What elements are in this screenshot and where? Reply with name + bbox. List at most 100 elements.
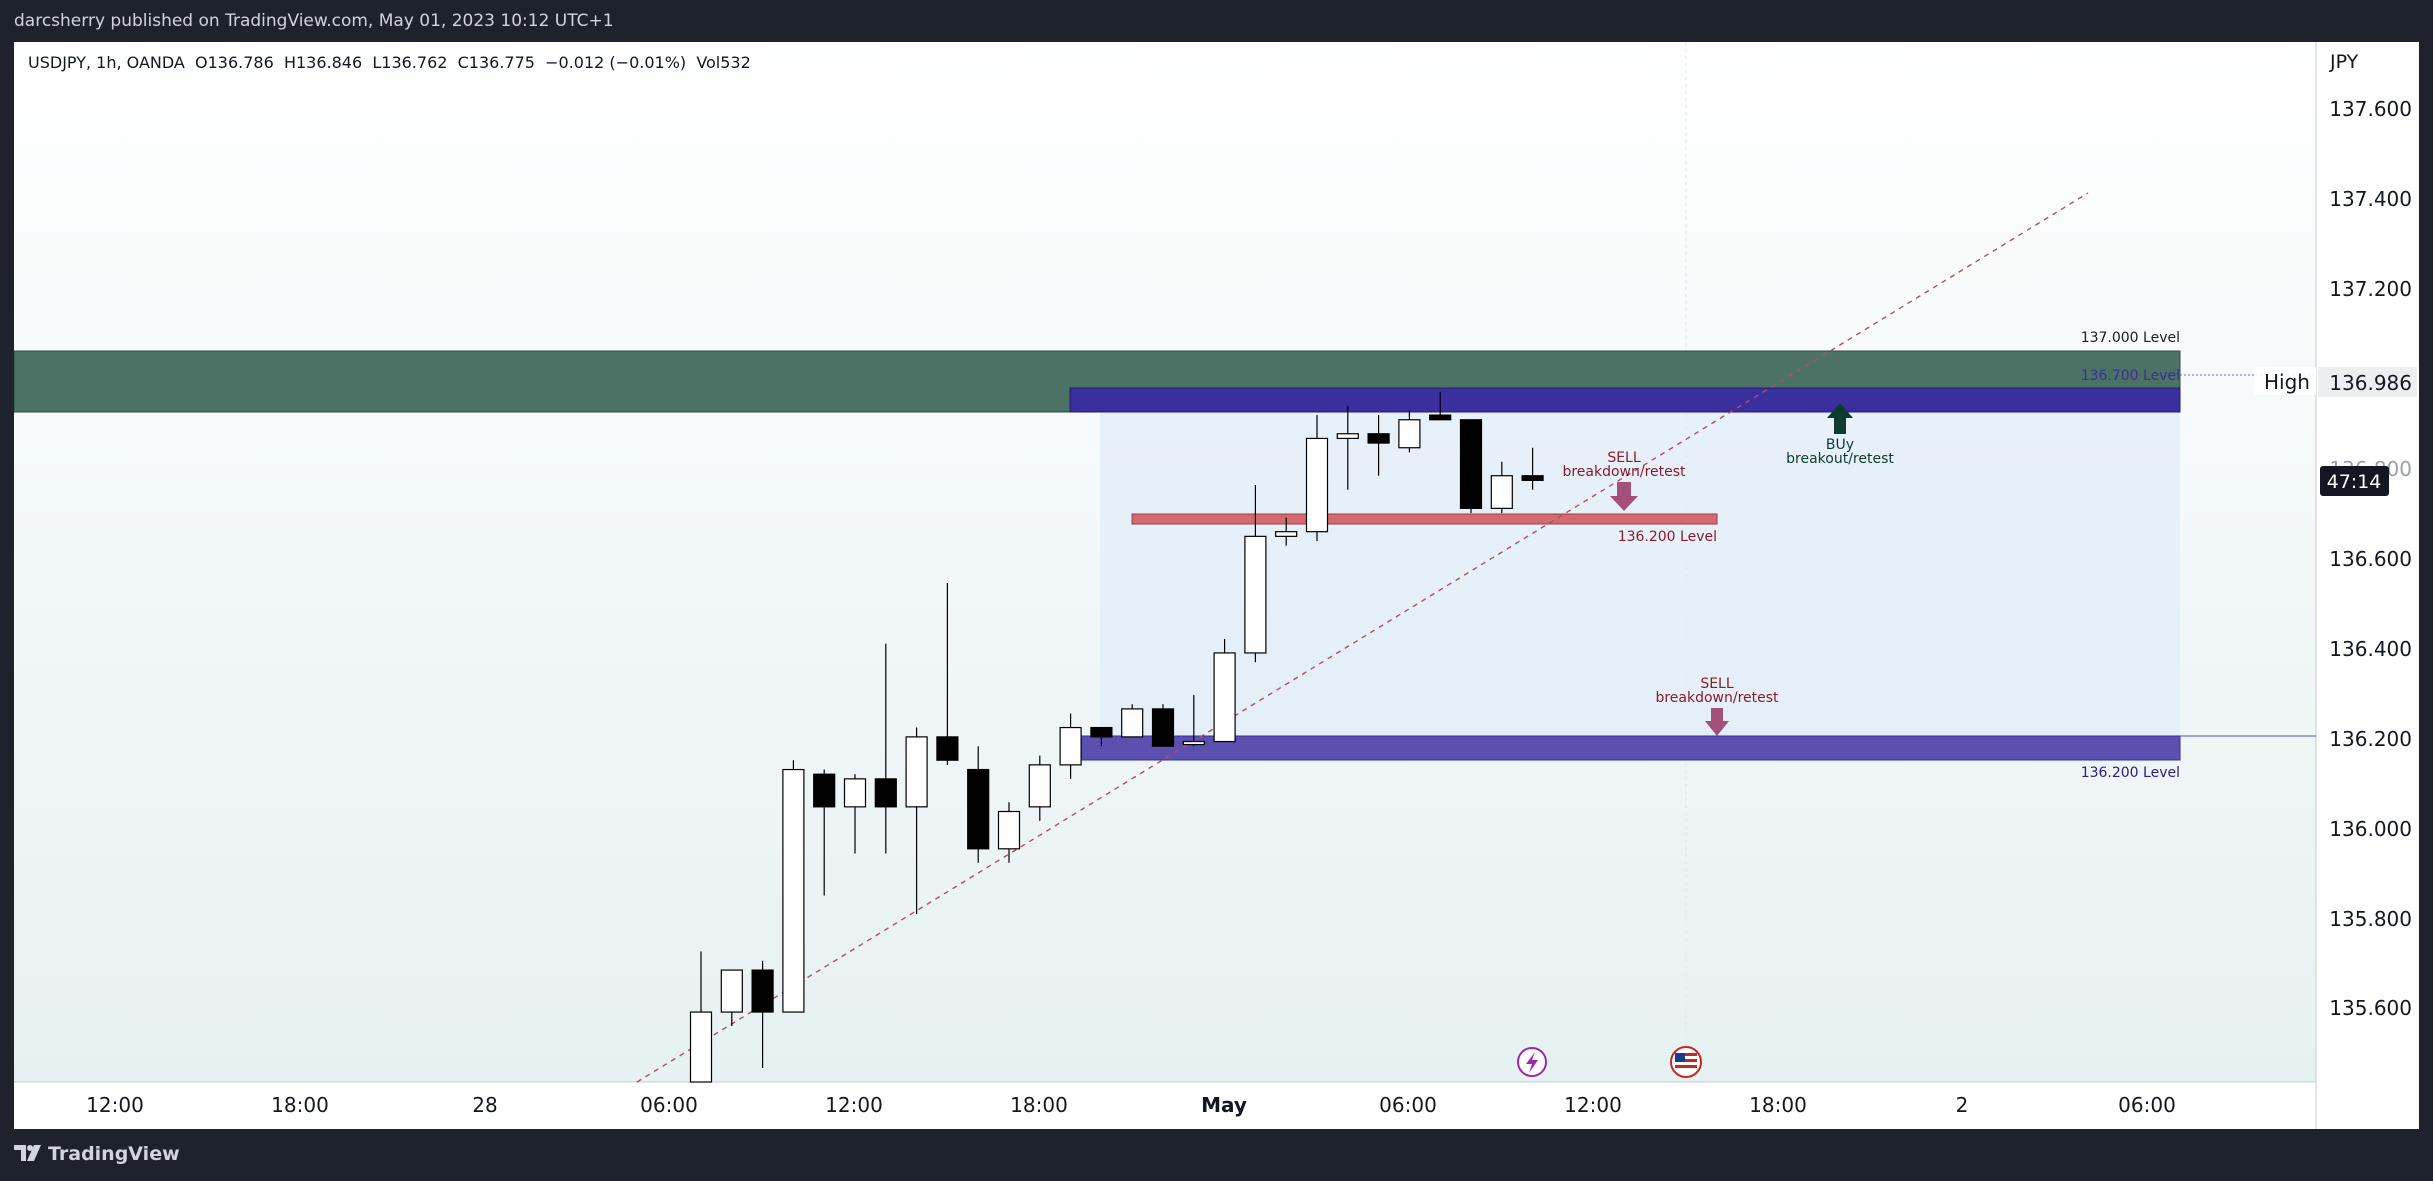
- time-tick: 18:00: [271, 1093, 329, 1117]
- legend-l-label: L: [372, 53, 381, 72]
- high-value-box: [2318, 367, 2417, 397]
- sell-arrow-2-icon: [1705, 708, 1729, 736]
- sell-label-2-sub: breakdown/retest: [1655, 690, 1779, 706]
- support-zone-red: [1131, 513, 1718, 525]
- red-level-label: 136.200 Level: [1618, 529, 1717, 545]
- time-tick: 06:00: [1379, 1093, 1437, 1117]
- bottom-level-label: 136.200 Level: [2081, 765, 2180, 781]
- candle-body: [1182, 740, 1205, 746]
- time-tick: 2: [1956, 1093, 1969, 1117]
- high-label-box: [2254, 367, 2316, 395]
- sell-label-2-title: SELL: [1700, 676, 1734, 692]
- candle-body: [843, 778, 867, 808]
- currency-label: JPY: [2329, 51, 2359, 73]
- us-flag-event-icon[interactable]: [1670, 1046, 1702, 1078]
- zone-top-label: 137.000 Level: [2081, 330, 2180, 346]
- candle-body: [967, 768, 990, 850]
- price-tick: 137.600: [2329, 97, 2412, 121]
- legend-change: −0.012 (−0.01%): [545, 53, 686, 72]
- candle-body: [751, 969, 774, 1013]
- time-tick: 18:00: [1749, 1093, 1807, 1117]
- candles-group: [689, 391, 1544, 1083]
- candle-body: [1244, 535, 1267, 654]
- chart-frame: 137.000 Level 136.700 Level 136.200 Leve…: [13, 42, 2419, 1129]
- candle-body: [1275, 531, 1298, 537]
- price-axis[interactable]: 137.600 137.400 137.200 136.600 136.400 …: [2329, 97, 2412, 1020]
- resistance-zone-136-700: [1069, 387, 2181, 413]
- svg-text:USDJPY, 1h, OANDA O136.786 H: USDJPY, 1h, OANDA O136.786 H136.846 L136…: [28, 53, 751, 72]
- time-tick: 28: [472, 1093, 497, 1117]
- price-tick: 137.200: [2329, 277, 2412, 301]
- candle-body: [1059, 726, 1082, 766]
- candle-body: [782, 768, 805, 1013]
- candle-body: [720, 969, 743, 1013]
- chart-canvas[interactable]: 137.000 Level 136.700 Level 136.200 Leve…: [13, 42, 2419, 1129]
- price-tick: 135.800: [2329, 907, 2412, 931]
- candle-body: [813, 773, 836, 808]
- legend-open: 136.786: [208, 53, 274, 72]
- zone-mid-label: 136.700 Level: [2081, 368, 2180, 384]
- candle-body: [997, 810, 1021, 850]
- high-label: High: [2264, 370, 2310, 394]
- time-tick: 12:00: [1564, 1093, 1622, 1117]
- tradingview-brand: TradingView: [48, 1143, 180, 1165]
- price-tick: 136.400: [2329, 637, 2412, 661]
- time-tick: 18:00: [1010, 1093, 1068, 1117]
- legend-o-label: O: [195, 53, 208, 72]
- legend-close: 136.775: [469, 53, 535, 72]
- lightning-event-icon[interactable]: [1517, 1047, 1547, 1077]
- sell-arrow-1-icon: [1610, 482, 1638, 511]
- price-tick: 136.200: [2329, 727, 2412, 751]
- candle-body: [874, 778, 897, 808]
- publish-header: darcsherry published on TradingView.com,…: [0, 0, 2433, 42]
- candle-body: [905, 736, 928, 808]
- legend-high: 136.846: [296, 53, 362, 72]
- candle-body: [1336, 433, 1359, 440]
- candle-body: [1490, 475, 1513, 509]
- legend-symbol: USDJPY, 1h, OANDA: [28, 53, 185, 72]
- high-value: 136.986: [2329, 371, 2412, 395]
- countdown-badge: [2320, 466, 2389, 496]
- tradingview-logo[interactable]: TradingView: [14, 1143, 180, 1165]
- candle-body: [1398, 419, 1421, 449]
- countdown-timer: 47:14: [2327, 471, 2382, 493]
- candle-body: [1151, 708, 1175, 747]
- footer: TradingView: [0, 1129, 2433, 1181]
- time-tick: May: [1201, 1093, 1247, 1117]
- candle-body: [1028, 764, 1051, 808]
- time-axis[interactable]: 12:00 18:00 28 06:00 12:00 18:00 May 06:…: [86, 1093, 2176, 1117]
- price-tick: 137.400: [2329, 187, 2412, 211]
- legend-c-label: C: [458, 53, 469, 72]
- legend-low: 136.762: [381, 53, 447, 72]
- price-tick: 135.600: [2329, 996, 2412, 1020]
- candle-body: [1213, 652, 1236, 743]
- buy-arrow-icon: [1827, 403, 1853, 434]
- support-zone-136-200: [1069, 735, 2181, 761]
- time-tick: 12:00: [86, 1093, 144, 1117]
- buy-label-title: BUy: [1826, 437, 1854, 453]
- trend-line[interactable]: [636, 192, 2089, 1083]
- time-tick: 06:00: [640, 1093, 698, 1117]
- sell-label-1-title: SELL: [1607, 450, 1641, 466]
- sell-label-1-sub: breakdown/retest: [1562, 464, 1686, 480]
- candle-body: [936, 736, 959, 761]
- candle-body: [689, 1011, 713, 1083]
- candle-body: [1429, 414, 1452, 421]
- legend-h-label: H: [284, 53, 296, 72]
- legend-vol-label: Vol: [696, 53, 720, 72]
- candle-body: [1521, 475, 1544, 481]
- projection-box: [1100, 375, 2180, 760]
- candle-body: [1459, 419, 1483, 509]
- candle-body: [1121, 708, 1144, 738]
- candle-body: [1367, 433, 1390, 444]
- tradingview-logo-icon: [14, 1145, 41, 1161]
- price-tick: 136.000: [2329, 817, 2412, 841]
- ohlc-legend: USDJPY, 1h, OANDA O136.786 H136.846 L136…: [28, 53, 751, 72]
- published-info: darcsherry published on TradingView.com,…: [14, 11, 614, 31]
- candle-body: [1305, 437, 1329, 533]
- price-tick: 136.600: [2329, 547, 2412, 571]
- time-tick: 06:00: [2118, 1093, 2176, 1117]
- time-tick: 12:00: [825, 1093, 883, 1117]
- candle-body: [1090, 726, 1113, 738]
- buy-label-sub: breakout/retest: [1786, 451, 1894, 467]
